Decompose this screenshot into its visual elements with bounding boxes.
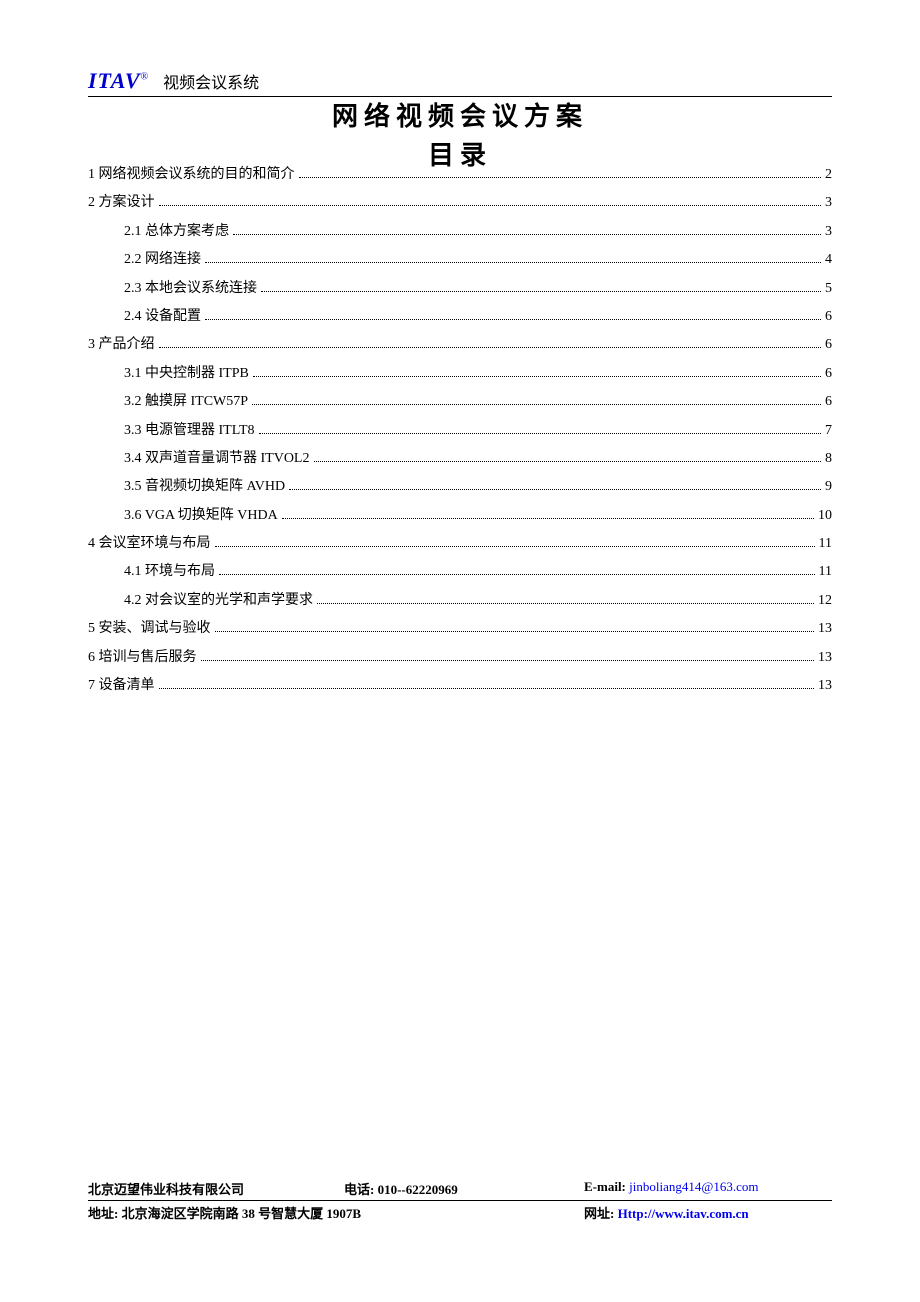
toc-entry-label: 4 会议室环境与布局 xyxy=(88,533,211,555)
footer-address-value: 北京海淀区学院南路 38 号智慧大厦 1907B xyxy=(122,1206,361,1221)
toc-entry-page: 4 xyxy=(825,249,832,271)
logo-text: ITAV xyxy=(88,68,141,93)
toc-entry-page: 6 xyxy=(825,363,832,385)
toc-entry-label: 2.3 本地会议系统连接 xyxy=(124,278,257,300)
toc-entry: 3.4 双声道音量调节器 ITVOL2 8 xyxy=(88,448,832,470)
toc-entry: 2 方案设计 3 xyxy=(88,192,832,214)
toc-entry-page: 12 xyxy=(818,590,832,612)
toc-entry: 3.3 电源管理器 ITLT8 7 xyxy=(88,420,832,442)
toc-leader-dots xyxy=(289,489,821,490)
toc-entry-page: 6 xyxy=(825,334,832,356)
toc-entry-label: 7 设备清单 xyxy=(88,675,155,697)
toc-entry-label: 3.6 VGA 切换矩阵 VHDA xyxy=(124,505,278,527)
toc-entry-label: 2.2 网络连接 xyxy=(124,249,201,271)
toc-entry: 2.1 总体方案考虑 3 xyxy=(88,221,832,243)
toc-entry: 4.2 对会议室的光学和声学要求 12 xyxy=(88,590,832,612)
logo-trademark: ® xyxy=(141,72,150,83)
toc-entry-page: 9 xyxy=(825,476,832,498)
toc-leader-dots xyxy=(282,518,814,519)
toc-entry-page: 10 xyxy=(818,505,832,527)
footer-row-bottom: 地址: 北京海淀区学院南路 38 号智慧大厦 1907B 网址: Http://… xyxy=(88,1201,832,1224)
footer-email-label: E-mail: xyxy=(584,1179,626,1194)
toc-entry: 5 安装、调试与验收 13 xyxy=(88,618,832,640)
footer-address-label: 地址: xyxy=(88,1206,118,1221)
toc-entry: 4.1 环境与布局 11 xyxy=(88,561,832,583)
toc-entry-label: 3.4 双声道音量调节器 ITVOL2 xyxy=(124,448,310,470)
table-of-contents: 1 网络视频会议系统的目的和简介 2 2 方案设计 3 2.1 总体方案考虑 3 2.2 网… xyxy=(88,164,832,703)
toc-leader-dots xyxy=(159,688,815,689)
toc-entry-page: 13 xyxy=(818,618,832,640)
toc-entry-label: 2.4 设备配置 xyxy=(124,306,201,328)
toc-entry: 3.5 音视频切换矩阵 AVHD 9 xyxy=(88,476,832,498)
toc-entry-page: 7 xyxy=(825,420,832,442)
toc-leader-dots xyxy=(252,404,821,405)
footer-phone-label: 电话: xyxy=(344,1182,374,1197)
header-subtitle: 视频会议系统 xyxy=(163,69,259,93)
toc-entry-page: 6 xyxy=(825,306,832,328)
footer-email-value: jinboliang414@163.com xyxy=(629,1179,758,1194)
footer-company: 北京迈望伟业科技有限公司 xyxy=(88,1182,244,1197)
toc-leader-dots xyxy=(159,347,822,348)
toc-entry: 7 设备清单 13 xyxy=(88,675,832,697)
toc-entry-page: 5 xyxy=(825,278,832,300)
toc-leader-dots xyxy=(261,291,821,292)
toc-entry-label: 2.1 总体方案考虑 xyxy=(124,221,229,243)
toc-leader-dots xyxy=(205,319,821,320)
toc-entry-page: 11 xyxy=(819,533,832,555)
toc-entry-label: 3.1 中央控制器 ITPB xyxy=(124,363,249,385)
footer-row-top: 北京迈望伟业科技有限公司 电话: 010--62220969 E-mail: j… xyxy=(88,1177,832,1201)
toc-entry-label: 3 产品介绍 xyxy=(88,334,155,356)
toc-entry: 2.3 本地会议系统连接 5 xyxy=(88,278,832,300)
toc-leader-dots xyxy=(314,461,822,462)
title-block: 网络视频会议方案 目录 xyxy=(88,96,832,172)
toc-entry-page: 3 xyxy=(825,192,832,214)
document-title: 网络视频会议方案 xyxy=(88,96,832,133)
toc-leader-dots xyxy=(299,177,822,178)
toc-entry-label: 2 方案设计 xyxy=(88,192,155,214)
toc-leader-dots xyxy=(159,205,822,206)
toc-leader-dots xyxy=(219,574,815,575)
toc-entry-label: 1 网络视频会议系统的目的和简介 xyxy=(88,164,295,186)
toc-entry-page: 13 xyxy=(818,675,832,697)
toc-entry-page: 6 xyxy=(825,391,832,413)
toc-leader-dots xyxy=(317,603,814,604)
toc-entry-page: 3 xyxy=(825,221,832,243)
toc-entry-page: 11 xyxy=(819,561,832,583)
toc-leader-dots xyxy=(215,631,815,632)
toc-entry: 3 产品介绍 6 xyxy=(88,334,832,356)
toc-leader-dots xyxy=(201,660,815,661)
toc-leader-dots xyxy=(259,433,821,434)
toc-leader-dots xyxy=(233,234,821,235)
toc-entry-page: 8 xyxy=(825,448,832,470)
toc-entry-label: 4.1 环境与布局 xyxy=(124,561,215,583)
toc-entry: 6 培训与售后服务 13 xyxy=(88,647,832,669)
toc-leader-dots xyxy=(205,262,821,263)
toc-entry: 4 会议室环境与布局 11 xyxy=(88,533,832,555)
footer-phone-value: 010--62220969 xyxy=(378,1182,458,1197)
toc-entry: 3.1 中央控制器 ITPB 6 xyxy=(88,363,832,385)
toc-entry: 1 网络视频会议系统的目的和简介 2 xyxy=(88,164,832,186)
logo: ITAV® xyxy=(88,68,149,94)
toc-entry: 2.4 设备配置 6 xyxy=(88,306,832,328)
toc-entry-label: 6 培训与售后服务 xyxy=(88,647,197,669)
toc-entry-page: 2 xyxy=(825,164,832,186)
toc-leader-dots xyxy=(253,376,821,377)
toc-entry-label: 5 安装、调试与验收 xyxy=(88,618,211,640)
toc-entry-label: 3.2 触摸屏 ITCW57P xyxy=(124,391,248,413)
page-header: ITAV® 视频会议系统 xyxy=(88,68,832,97)
toc-entry-label: 4.2 对会议室的光学和声学要求 xyxy=(124,590,313,612)
toc-entry: 3.6 VGA 切换矩阵 VHDA 10 xyxy=(88,505,832,527)
toc-entry: 2.2 网络连接 4 xyxy=(88,249,832,271)
toc-entry-page: 13 xyxy=(818,647,832,669)
page-footer: 北京迈望伟业科技有限公司 电话: 010--62220969 E-mail: j… xyxy=(88,1177,832,1224)
toc-entry: 3.2 触摸屏 ITCW57P 6 xyxy=(88,391,832,413)
footer-website-label: 网址: xyxy=(584,1206,614,1221)
footer-website-value: Http://www.itav.com.cn xyxy=(618,1206,749,1221)
toc-leader-dots xyxy=(215,546,815,547)
toc-entry-label: 3.3 电源管理器 ITLT8 xyxy=(124,420,255,442)
toc-entry-label: 3.5 音视频切换矩阵 AVHD xyxy=(124,476,285,498)
